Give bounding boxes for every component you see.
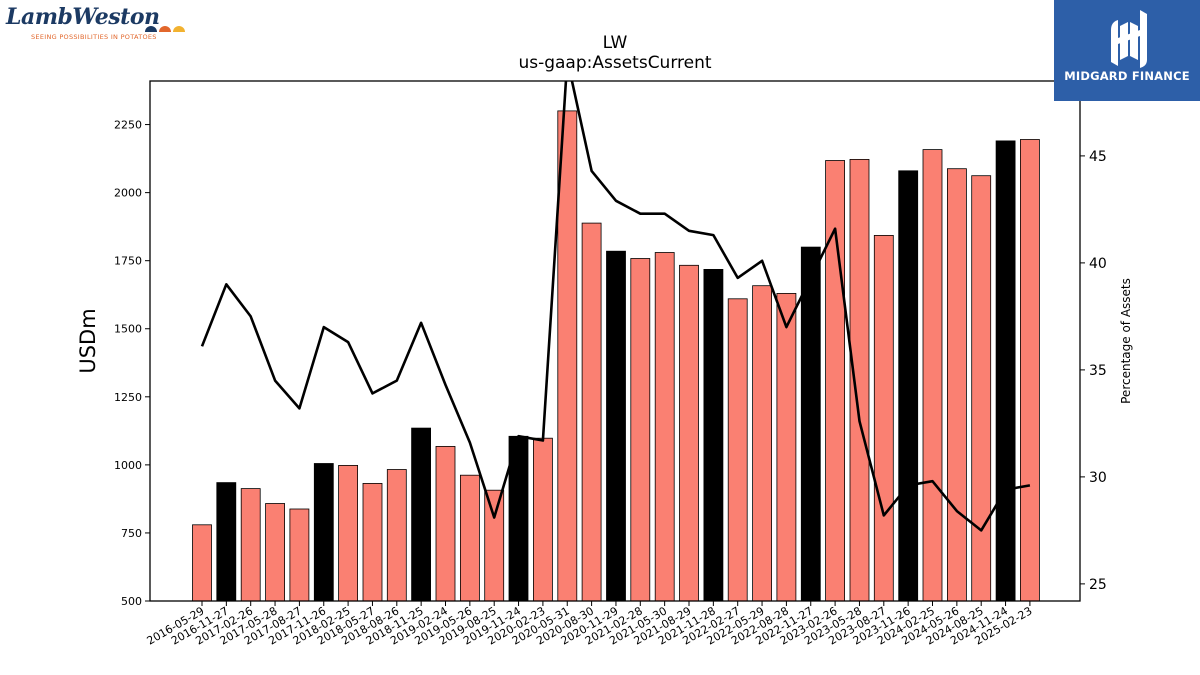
y2-tick-label: 35 [1089, 363, 1107, 379]
chart-subtitle: us-gaap:AssetsCurrent [518, 53, 711, 73]
bar [435, 445, 456, 601]
midgard-finance-logo: MIDGARD FINANCE [1054, 0, 1200, 101]
right-axis: 25 30 35 40 45 [1080, 149, 1107, 593]
bar [289, 508, 310, 601]
y-tick-label: 1000 [114, 459, 142, 472]
y-tick-label: 2000 [114, 187, 142, 200]
bar [727, 298, 748, 601]
bar [484, 489, 505, 601]
bar [679, 264, 699, 601]
bar [411, 427, 432, 601]
bar [216, 482, 237, 601]
midgard-finance-name: MIDGARD FINANCE [1064, 69, 1190, 83]
plot-frame [149, 80, 1081, 602]
bar [898, 170, 919, 601]
bar [459, 474, 480, 601]
y2-tick-label: 40 [1089, 256, 1107, 272]
bar [606, 250, 626, 601]
y2-axis-label: Percentage of Assets [1119, 278, 1133, 404]
bar [240, 488, 261, 601]
chart-title: LW [603, 33, 628, 53]
bar [313, 463, 334, 601]
bar [192, 524, 212, 601]
bar [533, 437, 553, 601]
bar [630, 258, 651, 601]
bar [776, 292, 797, 601]
y-tick-label: 1750 [114, 255, 142, 268]
midgard-emblem-icon [1111, 10, 1147, 68]
bar-series [192, 110, 1040, 601]
bar [947, 168, 967, 601]
bar [338, 464, 359, 601]
y2-tick-label: 30 [1089, 470, 1107, 486]
bar [971, 175, 992, 601]
bar [362, 482, 383, 601]
lamb-weston-logo: LambWeston SEEING POSSIBILITIES IN POTAT… [4, 4, 194, 44]
y-tick-label: 2250 [114, 119, 142, 132]
bar [849, 158, 870, 601]
left-axis: 500 750 1000 1250 1500 1750 2000 2250 [114, 119, 150, 608]
bar [581, 222, 602, 601]
x-axis: 2016-05-292016-11-272017-02-262017-05-28… [145, 601, 1034, 648]
y2-tick-label: 45 [1089, 149, 1107, 165]
bar [922, 149, 943, 601]
y-tick-label: 1500 [114, 323, 142, 336]
y-tick-label: 1250 [114, 391, 142, 404]
percentage-line [200, 81, 1031, 532]
bar [265, 503, 286, 601]
bar [752, 285, 772, 601]
bar [386, 469, 407, 601]
y-axis-label: USDm [76, 308, 100, 373]
bar [1020, 139, 1040, 601]
bar [995, 140, 1016, 601]
bar [873, 234, 894, 601]
bar [557, 110, 578, 601]
bar [703, 268, 724, 601]
lamb-weston-tagline: SEEING POSSIBILITIES IN POTATOES [31, 33, 157, 41]
y-tick-label: 500 [121, 595, 142, 608]
bar [825, 160, 845, 601]
logo-dots-icon [145, 26, 185, 32]
y-tick-label: 750 [121, 527, 142, 540]
bar [800, 246, 821, 601]
line-series [200, 81, 1031, 532]
y2-tick-label: 25 [1089, 577, 1107, 593]
bar [654, 252, 675, 601]
lamb-weston-wordmark: LambWeston [6, 4, 160, 30]
